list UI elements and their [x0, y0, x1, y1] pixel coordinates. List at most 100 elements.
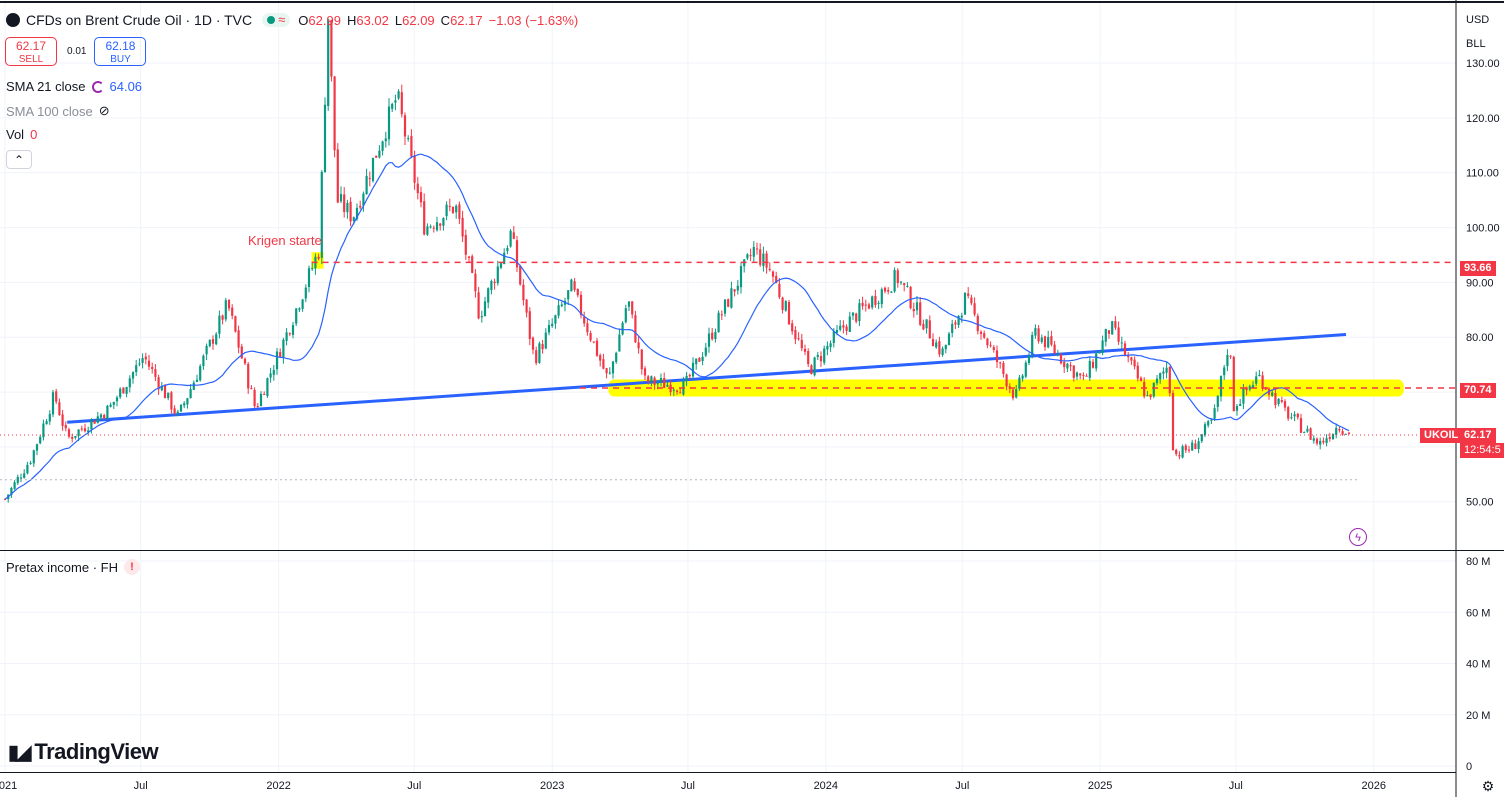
candle [1002, 360, 1005, 378]
alert-icon[interactable]: ! [123, 559, 140, 575]
tradingview-logo[interactable]: ▮◢ TradingView [8, 739, 159, 765]
indicator-volume[interactable]: Vol 0 [6, 127, 37, 142]
candle [202, 354, 205, 370]
candle-body [298, 308, 301, 310]
candle [439, 222, 442, 231]
candle [823, 345, 826, 366]
candle [1050, 330, 1053, 347]
collapse-legend-button[interactable]: ⌃ [6, 150, 32, 169]
y-tick-label: 100.00 [1466, 223, 1500, 235]
candle [304, 284, 307, 303]
candle [570, 278, 573, 292]
candle-body [439, 223, 442, 226]
candle [115, 395, 119, 407]
candle-body [170, 392, 173, 410]
candle-body [1274, 393, 1277, 406]
candle-body [221, 315, 224, 320]
candle-body [231, 307, 234, 316]
lightning-icon[interactable]: ϟ [1349, 528, 1367, 546]
eye-off-icon[interactable]: ⊘ [98, 103, 110, 118]
candle-body [480, 316, 483, 318]
candle [1267, 387, 1271, 400]
candle-body [419, 192, 423, 203]
candle-body [355, 207, 359, 219]
last-price-label: 62.17 [1460, 428, 1496, 443]
candle-body [1226, 354, 1229, 367]
candle [83, 423, 87, 433]
candle-body [71, 436, 74, 439]
candle [563, 297, 567, 312]
pane2-tick-label: 60 M [1466, 607, 1490, 619]
candle-body [826, 345, 829, 350]
pane2-legend[interactable]: Pretax income · FH ! [6, 559, 140, 575]
candle [112, 401, 115, 409]
sell-button[interactable]: 62.17 SELL [5, 37, 57, 66]
candle [1152, 382, 1155, 399]
candle [432, 225, 435, 233]
candle [755, 242, 759, 255]
candle-body [1091, 361, 1095, 368]
annotation-text[interactable]: Krigen starte [248, 233, 322, 248]
candle-body [1136, 365, 1139, 379]
candle-body [1232, 356, 1235, 412]
candle [307, 265, 311, 293]
candle-body [720, 314, 723, 316]
candle-body [983, 333, 986, 338]
candle-body [919, 302, 922, 325]
indicator-sma100[interactable]: SMA 100 close ⊘ [6, 103, 110, 119]
candle-body [627, 301, 631, 307]
candle-body [787, 301, 791, 325]
candle-body [515, 240, 519, 268]
candle [445, 201, 448, 221]
gear-icon[interactable]: ⚙ [1481, 778, 1495, 794]
candle-body [1328, 437, 1331, 439]
candle [1104, 328, 1107, 347]
candle [103, 413, 106, 420]
candle-body [279, 352, 282, 358]
buy-button[interactable]: 62.18 BUY [94, 37, 147, 66]
candle [1235, 404, 1239, 416]
candle-body [410, 135, 413, 157]
candle [199, 364, 202, 382]
candle [483, 296, 487, 317]
candle-body [1312, 438, 1315, 441]
candle-body [1095, 353, 1098, 369]
candle-body [666, 384, 669, 387]
candle-body [1213, 408, 1216, 419]
candle [1107, 329, 1111, 339]
candle-body [794, 329, 797, 340]
candle-body [557, 305, 560, 316]
indicator-sma21[interactable]: SMA 21 close 64.06 [6, 79, 142, 94]
candle [250, 385, 253, 390]
candle [611, 360, 615, 379]
x-tick-label: Jul [407, 780, 421, 792]
market-status-badge[interactable]: ≈ [262, 13, 291, 27]
candle [10, 486, 13, 499]
candle [925, 319, 928, 334]
candle-body [762, 253, 765, 266]
candle-body [701, 356, 704, 361]
y-tick-label: 90.00 [1466, 277, 1494, 289]
candle [499, 262, 503, 270]
candle-body [976, 315, 979, 332]
candle [1027, 352, 1031, 366]
candle [119, 387, 122, 400]
candle [64, 421, 67, 432]
candle [474, 269, 477, 298]
candle-body [80, 428, 83, 430]
candle [1037, 324, 1040, 344]
candle [896, 268, 899, 288]
currency-label[interactable]: USD [1466, 14, 1490, 26]
candle-body [1296, 413, 1299, 418]
candle-body [1203, 424, 1207, 435]
symbol-title[interactable]: CFDs on Brent Crude Oil · 1D · TVC [26, 12, 253, 28]
candle-body [19, 477, 23, 479]
candle [1239, 399, 1242, 406]
candle [282, 337, 285, 364]
candle-body [330, 20, 333, 77]
candle [1293, 411, 1296, 422]
candle-body [1143, 382, 1146, 397]
unit-label[interactable]: BLL [1466, 38, 1486, 50]
